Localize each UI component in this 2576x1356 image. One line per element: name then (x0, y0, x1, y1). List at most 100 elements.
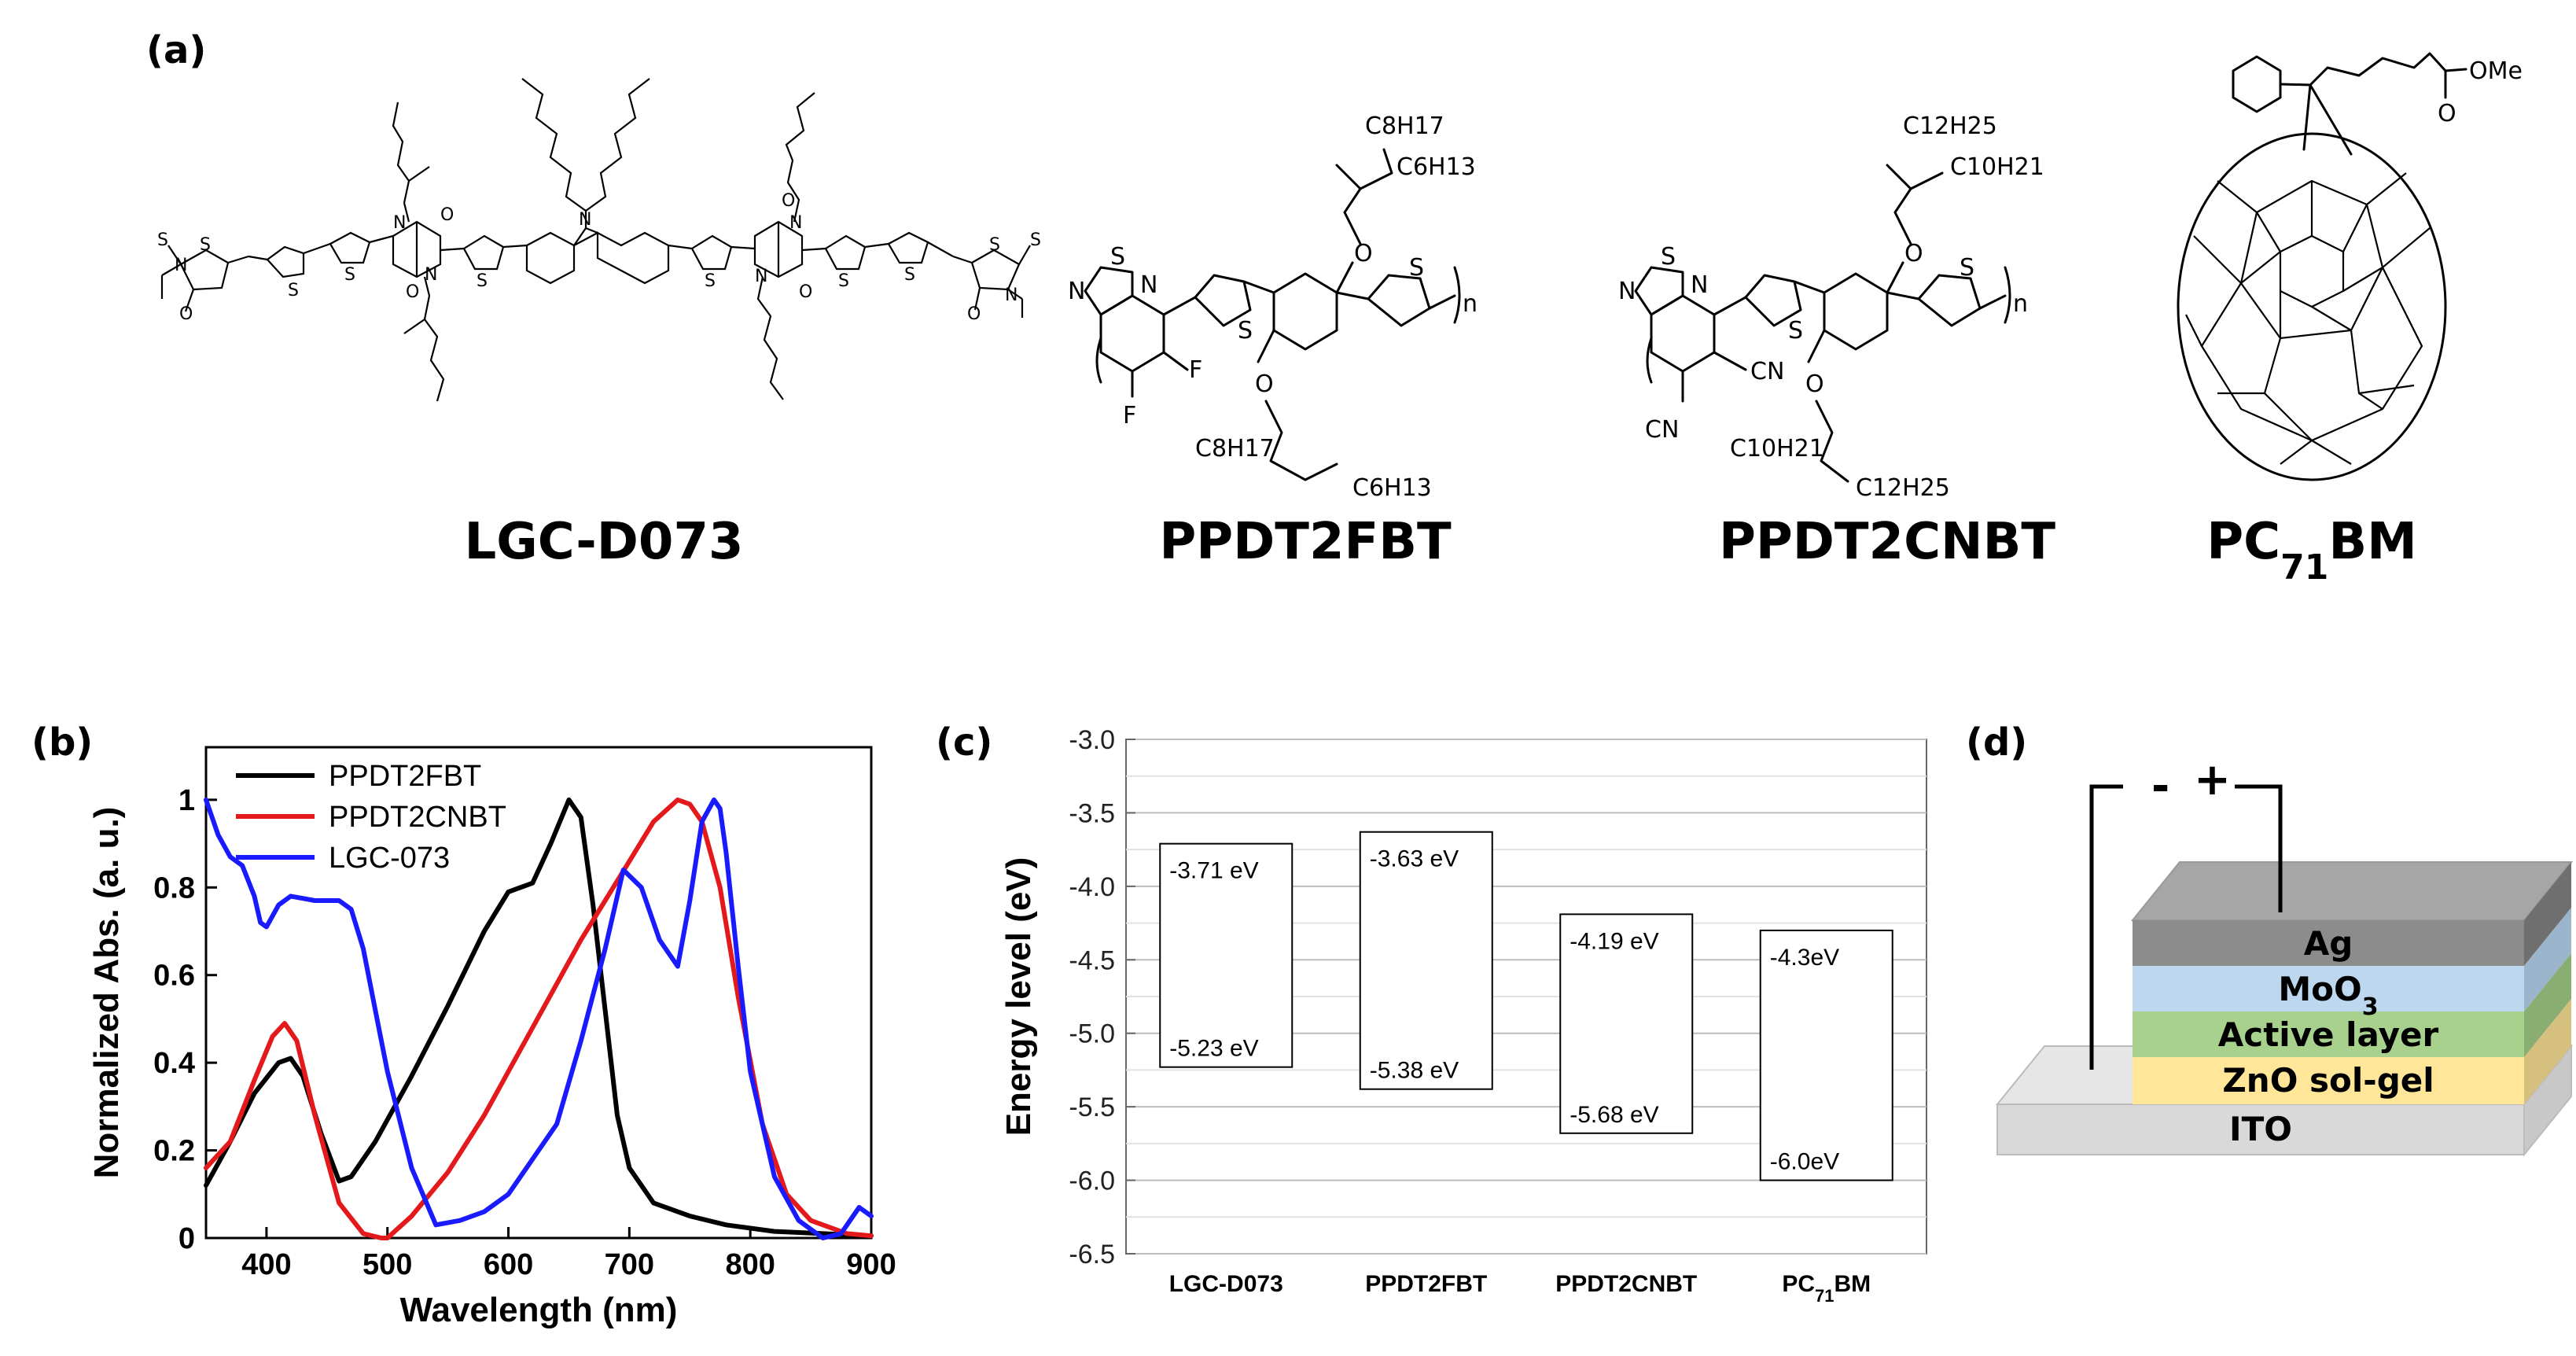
structure-pc71bm: O OMe (2177, 52, 2523, 481)
y-tick-label: -6.5 (1069, 1240, 1115, 1269)
lumo-label: -4.3eV (1770, 945, 1839, 971)
layer-ito (1996, 1104, 2525, 1155)
y-tick-label: -6.0 (1069, 1166, 1115, 1196)
homo-label: -6.0eV (1770, 1149, 1839, 1175)
layer-label-ito: ITO (2229, 1110, 2292, 1148)
device-structure: ITO Ag MoO3 Active layer ZnO sol-gel - + (1995, 754, 2574, 1157)
atom-s-label: S (1409, 254, 1424, 282)
substituent-cn: CN (1645, 416, 1679, 444)
y-tick-label: 0 (178, 1222, 195, 1255)
atom-o-label: O (1805, 370, 1824, 398)
atom-s-label: S (1788, 317, 1803, 345)
atom-o-label: O (179, 304, 193, 324)
y-tick-label: -5.0 (1069, 1019, 1115, 1049)
layer-label-ag: Ag (2304, 924, 2353, 963)
atom-n-label: N (393, 213, 406, 233)
side-active (2524, 953, 2571, 1057)
chain-c8h17-bottom: C8H17 (1195, 435, 1275, 462)
legend: PPDT2FBT PPDT2CNBT LGC-073 (236, 760, 506, 875)
structure-ppdt2fbt: S N N F F S O C8H17 C6H13 O C8H17 C6H13 … (1068, 112, 1478, 502)
y-tick-label: -4.5 (1069, 945, 1115, 975)
y-tick-label: -3.5 (1069, 798, 1115, 828)
chain-c10h21-bottom: C10H21 (1730, 435, 1824, 462)
repeat-n: n (2013, 290, 2028, 318)
atom-n-label: N (1068, 278, 1085, 305)
atom-o-label: O (440, 205, 454, 225)
x-tick-label: 800 (725, 1248, 775, 1281)
lumo-label: -4.19 eV (1570, 928, 1658, 954)
atom-s-label: S (344, 265, 355, 285)
atom-o-label: O (782, 191, 795, 211)
series-line-lgc-073 (204, 797, 874, 1240)
atom-s-label: S (1110, 243, 1125, 271)
atom-s-label: S (288, 281, 299, 300)
atom-o-label: O (1904, 240, 1923, 267)
homo-label: -5.23 eV (1169, 1036, 1258, 1062)
homo-label: -5.68 eV (1570, 1102, 1658, 1128)
chain-c6h13-top: C6H13 (1397, 153, 1476, 181)
x-tick-label: 600 (484, 1248, 533, 1281)
legend-label-lgc-073: LGC-073 (329, 842, 450, 875)
lumo-label: -3.71 eV (1169, 858, 1258, 884)
molecule-name-ppdt2cnbt: PPDT2CNBT (1719, 513, 2055, 571)
atom-s-label: S (989, 235, 1000, 255)
polarity-minus: - (2151, 761, 2169, 812)
wire-positive (2235, 784, 2283, 912)
chain-c12h25-top: C12H25 (1903, 112, 1997, 140)
x-axis-title: Wavelength (nm) (400, 1291, 678, 1329)
atom-s-label: S (1238, 317, 1253, 345)
atom-s-label: S (904, 265, 915, 285)
atom-o-label: O (1354, 240, 1373, 267)
molecule-name-lgc-d073: LGC-D073 (464, 513, 743, 571)
x-tick-label: 500 (362, 1248, 412, 1281)
atom-o-label: O (967, 304, 981, 324)
side-zno (2524, 999, 2571, 1104)
atom-n-label: N (1691, 271, 1708, 299)
repeat-n: n (1463, 290, 1478, 318)
atom-n-label: N (1140, 271, 1157, 299)
energy-box (1559, 913, 1694, 1134)
substituent-f: F (1189, 356, 1202, 384)
series-line-ppdt2fbt (204, 797, 874, 1239)
atom-s-label: S (705, 271, 716, 291)
y-tick-label: 0.8 (153, 871, 195, 905)
stack-top-face (2130, 861, 2574, 921)
side-ag (2524, 862, 2571, 966)
structure-ppdt2cnbt: S N N CN CN S O C12H25 C10H21 O C10H21 C… (1618, 112, 2044, 502)
y-tick-label: -5.5 (1069, 1093, 1115, 1122)
atom-o-label: O (2438, 100, 2456, 127)
legend-label-ppdt2fbt: PPDT2FBT (329, 760, 481, 793)
atom-s-label: S (1661, 243, 1676, 271)
chain-c10h21-top: C10H21 (1950, 153, 2044, 181)
y-axis-title: Normalized Abs. (a. u.) (87, 807, 126, 1179)
atom-n-label: N (175, 256, 187, 275)
atom-n-label: N (1618, 278, 1636, 305)
x-tick-label: 700 (605, 1248, 654, 1281)
layer-label-moo3: MoO3 (2278, 970, 2378, 1021)
chain-c8h17-top: C8H17 (1365, 112, 1444, 140)
layer-moo3 (2133, 966, 2524, 1011)
energy-box (1159, 842, 1294, 1068)
energy-box (1759, 929, 1893, 1181)
polarity-plus: + (2194, 754, 2231, 805)
y-tick-label: 1 (178, 784, 195, 817)
atom-s-label: S (1030, 230, 1041, 250)
x-tick-label: 900 (846, 1248, 896, 1281)
y-tick-label: 0.2 (153, 1135, 195, 1168)
category-label: PPDT2FBT (1365, 1271, 1487, 1297)
atom-s-label: S (838, 271, 849, 291)
substituent-f: F (1123, 402, 1136, 429)
category-label: LGC-D073 (1169, 1271, 1283, 1297)
panel-label-c: (c) (936, 720, 992, 765)
category-label: PC71BM (1782, 1271, 1871, 1306)
category-label: PPDT2CNBT (1555, 1271, 1697, 1297)
substituent-cn: CN (1750, 358, 1784, 385)
y-tick-label: -4.0 (1069, 872, 1115, 902)
atom-n-label: N (789, 213, 802, 233)
homo-label: -5.38 eV (1370, 1058, 1459, 1084)
layer-label-zno: ZnO sol-gel (2222, 1061, 2434, 1100)
legend-label-ppdt2cnbt: PPDT2CNBT (329, 801, 506, 834)
molecule-name-ppdt2fbt: PPDT2FBT (1159, 513, 1452, 571)
y-tick-label: -3.0 (1069, 725, 1115, 755)
